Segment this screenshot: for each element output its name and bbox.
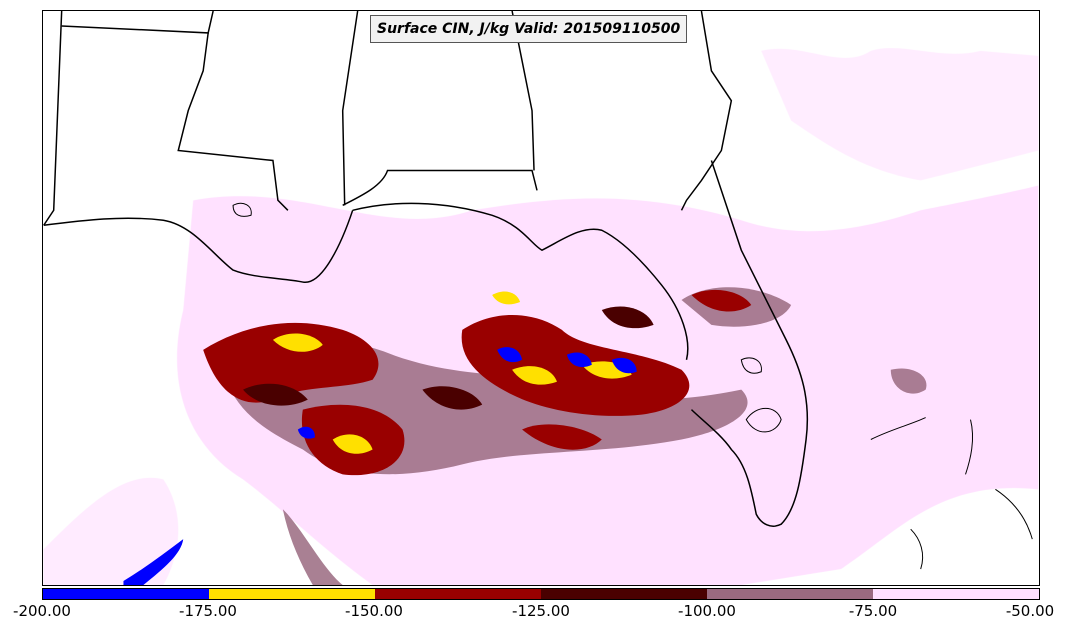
cin-field-maroon: [243, 306, 654, 410]
colorbar-tick: -200.00: [13, 602, 71, 620]
coastal-islands: [232, 202, 1033, 570]
colorbar-segment-5: [707, 589, 873, 599]
cin-field-blue: [123, 347, 637, 585]
boundary-lines: [43, 11, 809, 527]
colorbar-tick: -125.00: [512, 602, 570, 620]
colorbar-tick: -150.00: [345, 602, 403, 620]
colorbar-tick: -100.00: [678, 602, 736, 620]
colorbar-tick: -75.00: [848, 602, 898, 620]
cin-map: [43, 11, 1039, 585]
cin-field-light: [43, 47, 1039, 585]
colorbar-tick: -175.00: [179, 602, 237, 620]
colorbar-segment-6: [873, 589, 1039, 599]
map-panel: [42, 10, 1040, 586]
colorbar-tick: -50.00: [1005, 602, 1055, 620]
colorbar: [42, 588, 1040, 600]
colorbar-segment-3: [375, 589, 541, 599]
colorbar-ticks: -200.00 -175.00 -150.00 -125.00 -100.00 …: [0, 600, 1076, 624]
colorbar-segment-4: [541, 589, 707, 599]
map-title: Surface CIN, J/kg Valid: 201509110500: [370, 15, 688, 43]
colorbar-segment-2: [209, 589, 375, 599]
colorbar-segment-1: [43, 589, 209, 599]
